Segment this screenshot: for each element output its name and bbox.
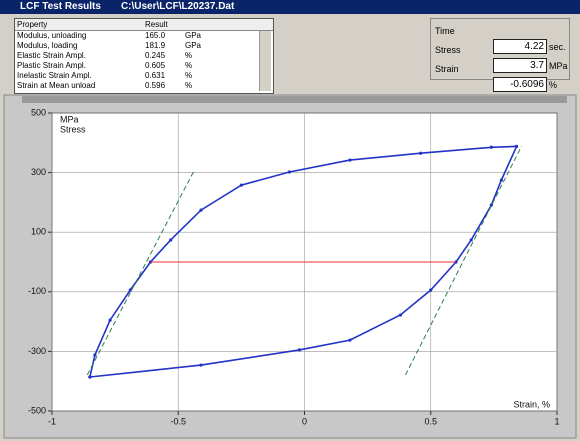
result-unit: % <box>185 71 193 80</box>
result-value: 0.245 <box>145 51 166 60</box>
table-row: Modulus, unloading 165.0 GPa <box>15 31 273 41</box>
y-tick-label: 300 <box>31 167 46 177</box>
data-point <box>348 158 352 162</box>
table-header: Property Result <box>15 19 273 31</box>
x-axis-label: Strain, % <box>513 399 550 409</box>
data-line <box>86 171 194 376</box>
data-point <box>499 178 504 182</box>
data-point <box>199 208 203 212</box>
data-line <box>405 145 523 376</box>
data-point <box>419 151 423 155</box>
result-unit: % <box>185 51 193 60</box>
readout-value: 3.7 <box>493 58 547 73</box>
data-point <box>515 144 519 148</box>
data-point <box>169 238 173 242</box>
data-point <box>239 183 243 187</box>
x-tick-label: 0 <box>302 416 307 426</box>
result-value: 0.605 <box>145 61 166 70</box>
table-row: Strain at Mean unload 0.596% <box>15 81 273 91</box>
data-point <box>148 260 153 264</box>
file-path: C:\User\LCF\L20237.Dat <box>120 1 235 12</box>
y-tick-label: -300 <box>28 346 46 356</box>
data-point <box>297 348 302 352</box>
data-point <box>88 375 92 379</box>
table-row: Inelastic Strain Ampl. 0.631% <box>15 71 273 81</box>
header-cell: Property <box>17 20 48 29</box>
title-bar: LCF Test Results C:\User\LCF\L20237.Dat <box>0 0 580 14</box>
result-unit: GPa <box>185 41 202 50</box>
data-point <box>199 363 203 367</box>
x-tick-label: 0.5 <box>424 416 437 426</box>
readout: Time 4.22 sec. <box>435 23 569 54</box>
result-value: 181.9 <box>145 41 166 50</box>
table-row: Elastic Strain Ampl. 0.245% <box>15 51 273 61</box>
data-point <box>348 338 352 342</box>
data-point <box>128 288 132 292</box>
readout-label: Stress <box>435 45 461 55</box>
result-unit: % <box>185 61 193 70</box>
y-tick-label: -500 <box>28 405 46 415</box>
y-tick-label: -100 <box>28 286 46 296</box>
readout-value: -0.6096 <box>493 77 547 92</box>
result-value: 0.596 <box>145 81 166 90</box>
readout-unit: sec. <box>549 42 566 52</box>
y-unit: MPa <box>60 114 79 124</box>
data-point <box>287 170 291 174</box>
result-value: 0.631 <box>145 71 166 80</box>
data-point <box>489 203 493 207</box>
ruler <box>22 96 567 103</box>
result-unit: GPa <box>185 31 202 40</box>
data-point <box>108 318 112 322</box>
data-point <box>469 238 473 242</box>
y-tick-label: 100 <box>31 227 46 237</box>
readout: Strain -0.6096% <box>435 61 569 92</box>
result-unit: % <box>185 81 193 90</box>
x-tick-label: 1 <box>554 416 559 426</box>
property-name: Modulus, loading <box>17 41 78 50</box>
property-name: Modulus, unloading <box>17 31 87 40</box>
header-cell: Result <box>145 20 168 29</box>
data-point <box>489 145 493 149</box>
property-name: Strain at Mean unload <box>17 81 96 90</box>
data-point <box>93 353 97 357</box>
readout-unit: MPa <box>549 61 568 71</box>
readout-value: 4.22 <box>493 39 547 54</box>
result-value: 165.0 <box>145 31 166 40</box>
readout: Stress 3.7 MPa <box>435 42 569 73</box>
property-name: Inelastic Strain Ampl. <box>17 71 92 80</box>
y-tick-label: 500 <box>31 107 46 117</box>
window-title: LCF Test Results <box>20 1 101 12</box>
property-name: Plastic Strain Ampl. <box>17 61 86 70</box>
table-row: Modulus, loading 181.9 GPa <box>15 41 273 51</box>
x-tick-label: -0.5 <box>170 416 186 426</box>
data-point <box>398 313 403 317</box>
table-row: Plastic Strain Ampl. 0.605% <box>15 61 273 71</box>
property-name: Elastic Strain Ampl. <box>17 51 86 60</box>
readout-panel: Time 4.22 sec. Stress 3.7 MPa Strain -0.6096% <box>430 18 570 92</box>
x-tick-label: -1 <box>48 416 56 426</box>
data-point <box>429 288 433 292</box>
scrollbar[interactable] <box>259 31 271 91</box>
readout-unit: % <box>549 80 558 90</box>
y-axis-label: Stress <box>60 124 86 134</box>
readout-label: Strain <box>435 64 459 74</box>
readout-label: Time <box>435 26 455 36</box>
results-table: Property Result Modulus, unloading 165.0 GP… <box>14 18 274 94</box>
